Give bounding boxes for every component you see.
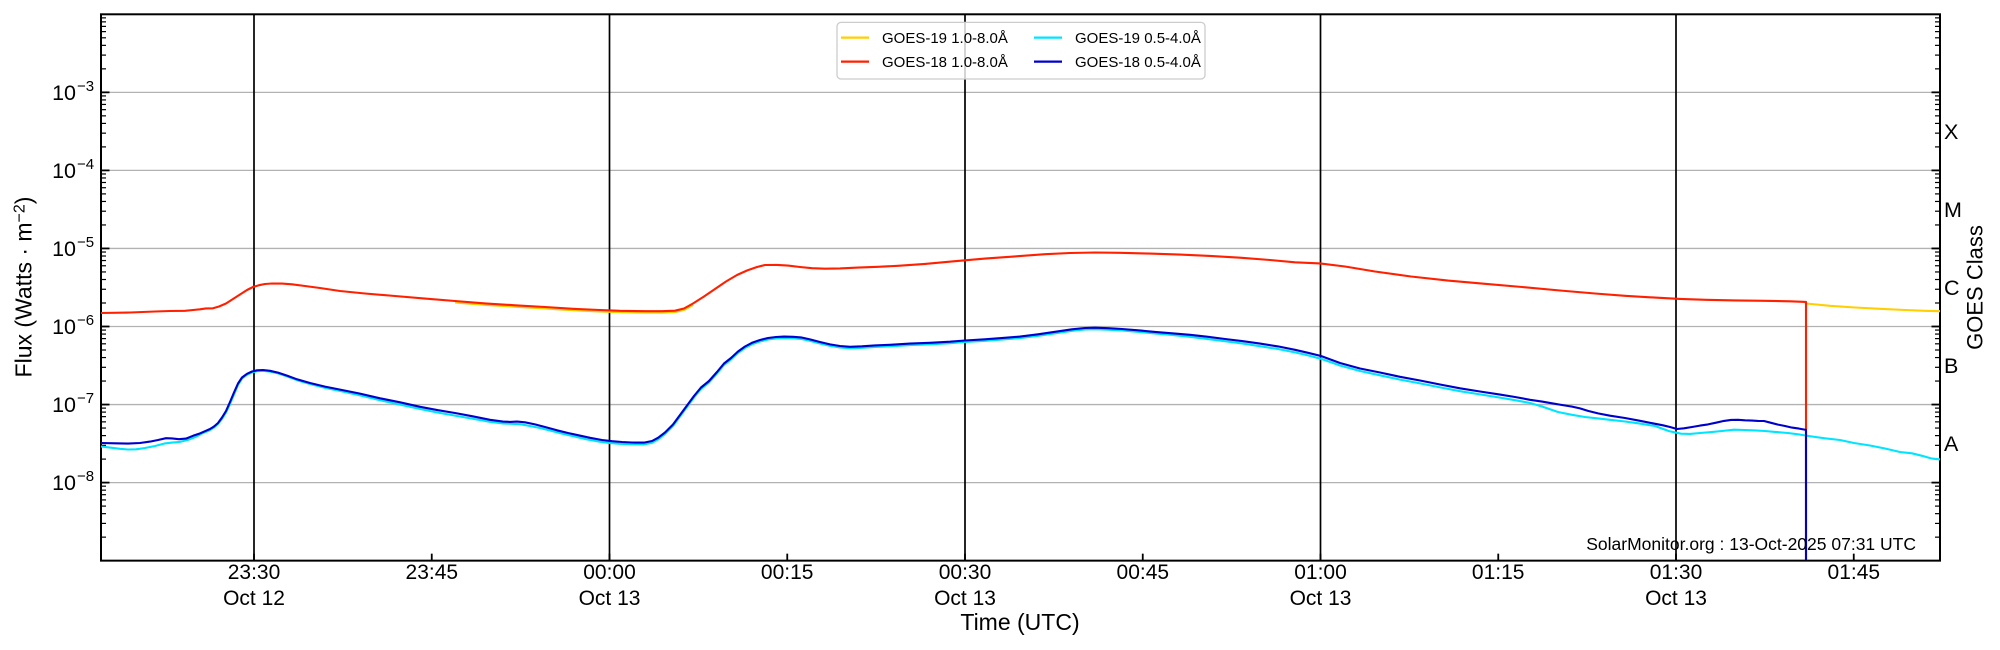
svg-text:GOES-18 1.0-8.0Å: GOES-18 1.0-8.0Å (882, 54, 1008, 71)
svg-text:10: 10 (52, 237, 76, 261)
svg-text:23:30: 23:30 (228, 561, 281, 584)
svg-text:10: 10 (52, 81, 76, 105)
svg-text:GOES-19 0.5-4.0Å: GOES-19 0.5-4.0Å (1075, 30, 1201, 47)
svg-text:Oct 13: Oct 13 (1645, 587, 1707, 610)
svg-text:00:15: 00:15 (761, 561, 814, 584)
svg-text:Flux (Watts · m−2): Flux (Watts · m−2) (11, 197, 37, 378)
svg-text:GOES Class: GOES Class (1963, 225, 1988, 350)
svg-text:−5: −5 (77, 234, 94, 251)
svg-text:Oct 12: Oct 12 (223, 587, 285, 610)
svg-text:10: 10 (52, 315, 76, 339)
svg-text:GOES-19 1.0-8.0Å: GOES-19 1.0-8.0Å (882, 30, 1008, 47)
svg-text:−8: −8 (77, 468, 94, 485)
svg-text:X: X (1944, 120, 1958, 144)
svg-text:A: A (1944, 432, 1959, 456)
svg-text:Oct 13: Oct 13 (1290, 587, 1352, 610)
svg-text:23:45: 23:45 (406, 561, 459, 584)
svg-text:SolarMonitor.org : 13-Oct-2025: SolarMonitor.org : 13-Oct-2025 07:31 UTC (1586, 534, 1916, 554)
svg-text:01:45: 01:45 (1828, 561, 1881, 584)
svg-text:01:00: 01:00 (1294, 561, 1347, 584)
svg-text:10: 10 (52, 471, 76, 495)
svg-text:C: C (1944, 276, 1960, 300)
svg-text:00:30: 00:30 (939, 561, 992, 584)
svg-text:B: B (1944, 354, 1958, 378)
svg-text:−7: −7 (77, 390, 94, 407)
svg-text:Oct 13: Oct 13 (934, 587, 996, 610)
svg-text:10: 10 (52, 159, 76, 183)
svg-text:00:00: 00:00 (583, 561, 636, 584)
svg-text:GOES-18 0.5-4.0Å: GOES-18 0.5-4.0Å (1075, 54, 1201, 71)
svg-text:−6: −6 (77, 312, 94, 329)
svg-text:00:45: 00:45 (1117, 561, 1170, 584)
svg-text:M: M (1944, 198, 1962, 222)
svg-text:01:30: 01:30 (1650, 561, 1703, 584)
svg-text:01:15: 01:15 (1472, 561, 1525, 584)
svg-text:10: 10 (52, 393, 76, 417)
svg-text:Oct 13: Oct 13 (579, 587, 641, 610)
svg-text:Time (UTC): Time (UTC) (960, 609, 1079, 635)
svg-text:−3: −3 (77, 78, 94, 95)
svg-text:−4: −4 (77, 156, 94, 173)
